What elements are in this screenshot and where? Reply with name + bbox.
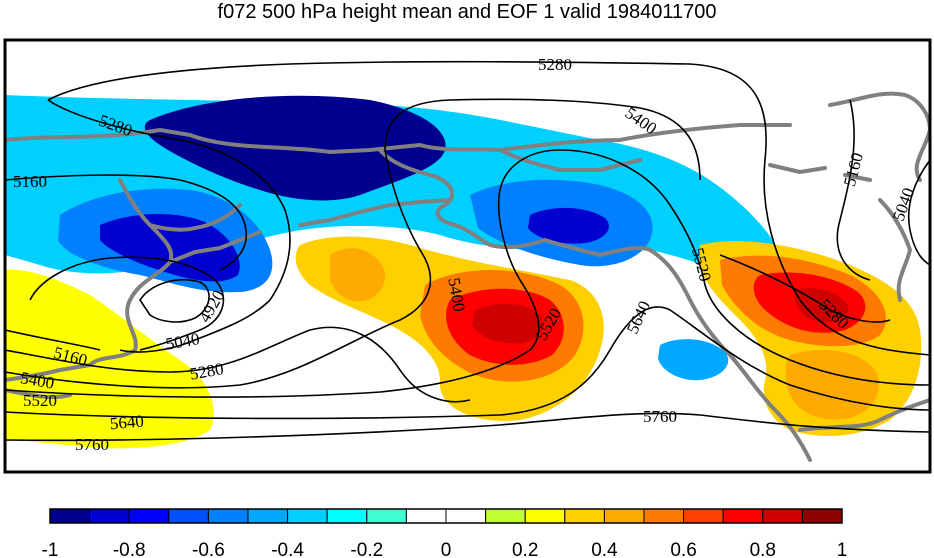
contour-label-c13: 5640: [109, 411, 145, 433]
coastline-arctic: [498, 148, 642, 172]
colorbar-swatch: [287, 508, 328, 524]
contour-5280-west: [47, 99, 291, 353]
colorbar-tick-label: -0.8: [113, 540, 146, 558]
colorbar-swatch: [247, 508, 289, 524]
colorbar-swatch: [801, 508, 843, 524]
colorbar-frame: [49, 508, 843, 524]
colorbar-tick-label: 0.6: [670, 540, 696, 558]
anomaly-neg-alaska-core: [528, 207, 609, 244]
colorbar-swatch: [207, 508, 249, 524]
contour-label-c12: 5520: [23, 391, 57, 410]
colorbar-swatch: [762, 508, 803, 524]
coastline-japan: [5, 388, 72, 400]
colorbar-swatch: [168, 508, 209, 524]
contour-label-c1: 5280: [538, 55, 572, 74]
contour-5640: [5, 306, 930, 420]
contour-5040-east: [907, 159, 930, 266]
contour-5520-trough: [5, 149, 930, 398]
colorbar-swatch: [564, 508, 605, 524]
contour-label-c4: 5160: [13, 172, 47, 191]
coastline-alaska-south: [543, 238, 692, 302]
contour-5400-ridge: [5, 98, 701, 389]
anomaly-pos-central-core: [472, 303, 544, 344]
coastlines: [5, 91, 930, 462]
contour-5280-north: [47, 60, 930, 356]
colorbar-tick-label: -1: [42, 540, 59, 558]
colorbar-tick-label: 0.4: [591, 540, 618, 558]
coastline-chukotka: [378, 148, 457, 227]
colorbar-swatch: [366, 508, 407, 524]
coastline-aleutians: [298, 198, 452, 227]
colorbar-tick-label: 0.2: [512, 540, 538, 558]
coastline-alaska-west: [453, 223, 547, 250]
contour-5280-east: [719, 254, 891, 323]
anomaly-neg-east-small: [658, 339, 729, 381]
height-contours: [5, 60, 930, 442]
colorbar-swatch: [485, 508, 526, 524]
colorbar-swatch: [405, 508, 447, 524]
colorbar-swatch: [89, 508, 130, 524]
colorbar-swatch: [524, 508, 566, 524]
colorbar-tick-label: 0.8: [750, 540, 776, 558]
colorbar-swatch: [683, 508, 724, 524]
coastline-siberia: [5, 123, 792, 154]
colorbar-tick-label: 1: [837, 540, 848, 558]
colorbar-tick-label: -0.2: [350, 540, 383, 558]
colorbar-tick-label: -0.4: [271, 540, 304, 558]
colorbar-swatch: [445, 508, 487, 524]
colorbar-tick-label: -0.6: [192, 540, 225, 558]
colorbar-swatch: [128, 508, 170, 524]
contour-label-c19: 5760: [643, 407, 677, 426]
colorbar-swatch: [49, 508, 91, 524]
contour-4920-low: [139, 278, 210, 323]
contour-5280-south: [5, 326, 471, 403]
colorbar-swatch: [643, 508, 685, 524]
contour-5160-east: [836, 99, 871, 281]
colorbar-tick-label: 0: [441, 540, 452, 558]
contour-5160-southwest: [5, 329, 101, 351]
coastline-bc: [688, 298, 812, 462]
colorbar-swatch: [722, 508, 764, 524]
coastline-okhotsk: [148, 203, 242, 232]
anomaly-pos-northwest-orange: [330, 248, 386, 302]
colorbar-swatch: [326, 508, 368, 524]
map-frame: [3, 38, 932, 474]
chart-title: f072 500 hPa height mean and EOF 1 valid…: [217, 1, 717, 23]
contour-label-c14: 5760: [75, 435, 109, 454]
contour-5040-west: [29, 256, 225, 351]
coastline-hudson: [828, 91, 930, 182]
colorbar: -1 -0.8 -0.6 -0.4 -0.2 0 0.2 0.4 0.6 0.8 1: [42, 508, 848, 558]
contour-5760: [5, 412, 930, 442]
contour-5160-north: [5, 174, 247, 271]
coastline-canada-east: [878, 198, 912, 302]
colorbar-swatch: [603, 508, 645, 524]
